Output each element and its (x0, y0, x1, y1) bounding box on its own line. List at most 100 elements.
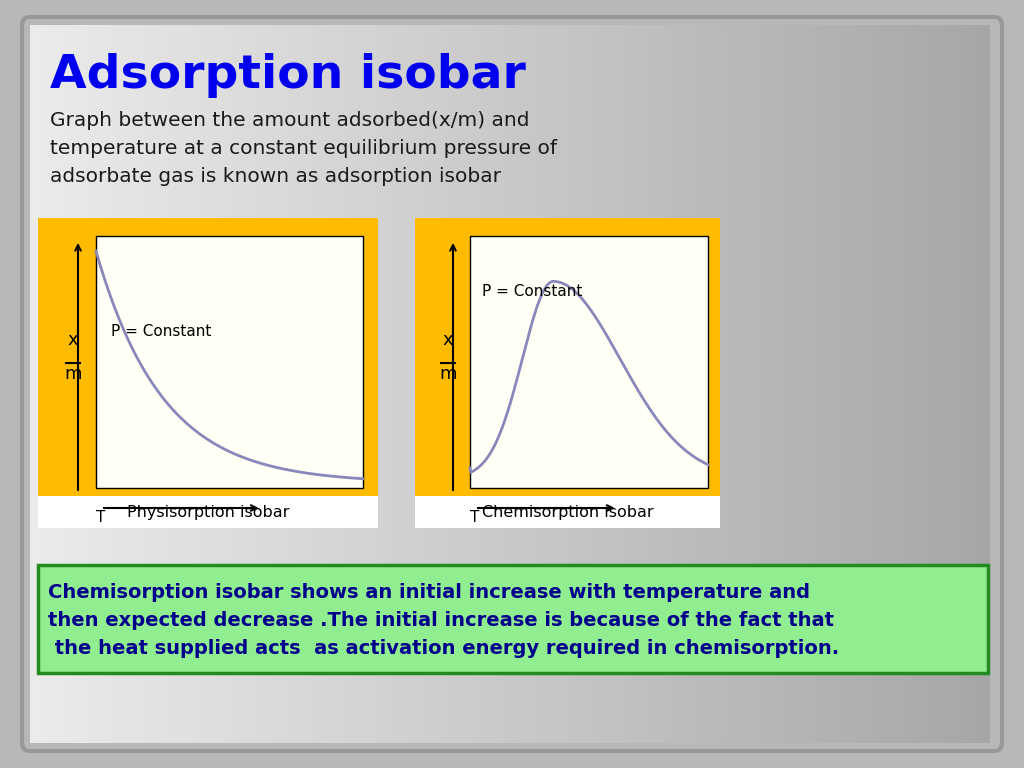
Text: Graph between the amount adsorbed(x/m) and: Graph between the amount adsorbed(x/m) a… (50, 111, 529, 130)
Text: x: x (442, 331, 454, 349)
Bar (673, 25, 683, 743)
Bar (414, 25, 424, 743)
Bar (78, 25, 88, 743)
Bar (38, 496, 378, 528)
Bar (58, 25, 69, 743)
Bar (424, 25, 433, 743)
Bar (96, 236, 362, 488)
Bar (260, 25, 270, 743)
Bar (415, 218, 720, 528)
Bar (356, 25, 366, 743)
Bar (683, 25, 692, 743)
Text: T: T (470, 510, 479, 525)
Bar (980, 25, 990, 743)
Bar (942, 25, 951, 743)
Text: m: m (65, 365, 82, 383)
Bar (251, 25, 260, 743)
Text: P = Constant: P = Constant (482, 284, 583, 299)
Bar (635, 25, 644, 743)
Bar (750, 25, 760, 743)
Bar (962, 25, 971, 743)
Bar (769, 25, 779, 743)
Text: T: T (96, 510, 105, 525)
Bar (40, 25, 49, 743)
Bar (404, 25, 414, 743)
Bar (529, 25, 539, 743)
Bar (837, 25, 846, 743)
Bar (212, 25, 222, 743)
Bar (731, 25, 740, 743)
Bar (231, 25, 242, 743)
Text: m: m (439, 365, 457, 383)
Bar (626, 25, 635, 743)
Bar (97, 25, 106, 743)
Bar (462, 25, 472, 743)
Bar (106, 25, 117, 743)
Bar (519, 25, 529, 743)
Bar (933, 25, 942, 743)
Bar (385, 25, 395, 743)
Bar (874, 25, 885, 743)
Bar (826, 25, 837, 743)
Text: P = Constant: P = Constant (111, 324, 211, 339)
Bar (971, 25, 980, 743)
Bar (376, 25, 385, 743)
Bar (155, 25, 165, 743)
Bar (203, 25, 212, 743)
Bar (472, 25, 481, 743)
Bar (951, 25, 962, 743)
Bar (453, 25, 462, 743)
Text: Physisorption isobar: Physisorption isobar (127, 505, 289, 519)
Bar (69, 25, 78, 743)
Bar (328, 25, 337, 743)
Bar (702, 25, 712, 743)
Bar (470, 236, 708, 488)
Bar (712, 25, 721, 743)
Bar (885, 25, 894, 743)
Bar (308, 25, 318, 743)
Bar (903, 25, 913, 743)
Bar (587, 25, 596, 743)
Text: then expected decrease .The initial increase is because of the fact that: then expected decrease .The initial incr… (48, 611, 834, 630)
Bar (549, 25, 558, 743)
Bar (299, 25, 308, 743)
Bar (692, 25, 702, 743)
Bar (194, 25, 203, 743)
Bar (337, 25, 347, 743)
Text: adsorbate gas is known as adsorption isobar: adsorbate gas is known as adsorption iso… (50, 167, 501, 186)
Text: x: x (68, 331, 78, 349)
Bar (817, 25, 826, 743)
Bar (779, 25, 788, 743)
Bar (366, 25, 376, 743)
Bar (654, 25, 664, 743)
Bar (222, 25, 231, 743)
Bar (126, 25, 135, 743)
Bar (808, 25, 817, 743)
Bar (596, 25, 606, 743)
Bar (347, 25, 356, 743)
Bar (395, 25, 404, 743)
Text: temperature at a constant equilibrium pressure of: temperature at a constant equilibrium pr… (50, 138, 557, 157)
Bar (721, 25, 731, 743)
Bar (510, 25, 519, 743)
Bar (760, 25, 769, 743)
Bar (145, 25, 155, 743)
Bar (894, 25, 903, 743)
Bar (289, 25, 299, 743)
Bar (923, 25, 933, 743)
Bar (798, 25, 808, 743)
Bar (117, 25, 126, 743)
Bar (433, 25, 442, 743)
Bar (567, 25, 578, 743)
Bar (88, 25, 97, 743)
Bar (38, 218, 378, 528)
Bar (664, 25, 673, 743)
Bar (183, 25, 194, 743)
Bar (615, 25, 626, 743)
Bar (501, 25, 510, 743)
Bar (740, 25, 750, 743)
Bar (788, 25, 798, 743)
Text: Adsorption isobar: Adsorption isobar (50, 52, 526, 98)
Bar (30, 25, 40, 743)
Bar (846, 25, 856, 743)
